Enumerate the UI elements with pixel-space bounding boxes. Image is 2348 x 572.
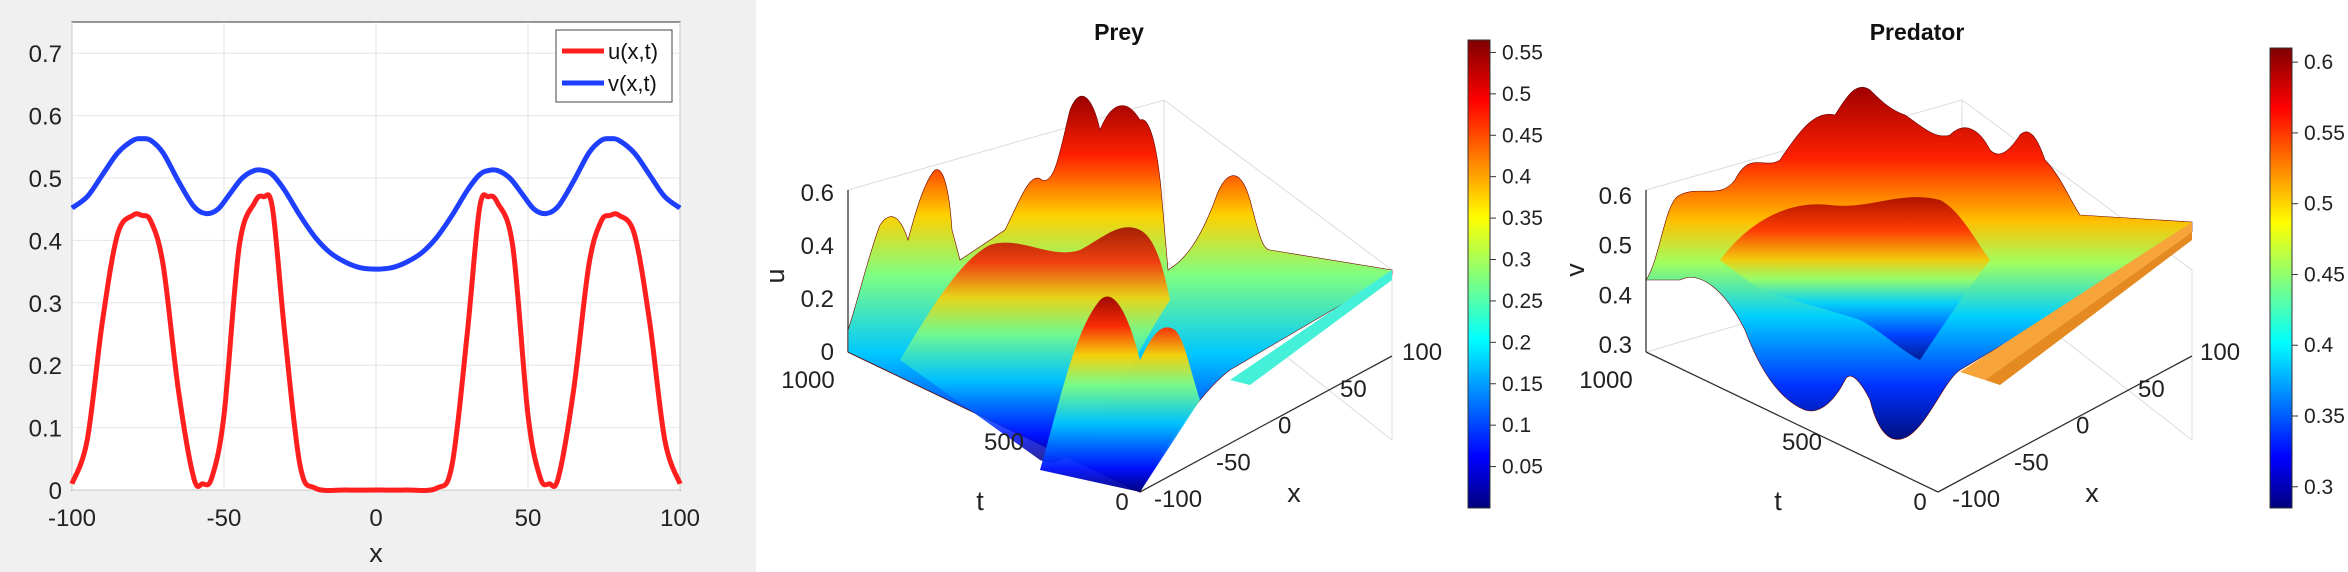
predator-z-label: v	[1560, 263, 1590, 277]
x-tick-label: -100	[1952, 486, 2000, 513]
x-tick-label: 100	[660, 505, 700, 532]
prey-t-label: t	[976, 486, 984, 516]
x-tick-label: 0	[369, 505, 382, 532]
t-tick-label: 1000	[1579, 367, 1632, 394]
predator-t-label: t	[1774, 486, 1782, 516]
colorbar-tick-label: 0.25	[1502, 290, 1543, 313]
z-tick-label: 0.3	[1599, 332, 1632, 359]
colorbar-tick-label: 0.55	[1502, 41, 1543, 64]
x-tick-label: 50	[1340, 376, 1367, 403]
prey-t-tick-labels: 0 500 1000	[781, 367, 1128, 516]
z-tick-label: 0	[821, 339, 834, 366]
y-tick-label: 0.3	[29, 291, 62, 318]
prey-colorbar-tick-labels: 0.05 0.1 0.15 0.2 0.25 0.3 0.35 0.4 0.45 0.5 0.55	[1490, 41, 1543, 479]
colorbar-tick-label: 0.3	[2304, 476, 2333, 499]
prey-title: Prey	[1094, 19, 1144, 45]
predator-colorbar-tick-labels: 0.3 0.35 0.4 0.45 0.5 0.55 0.6	[2292, 51, 2345, 499]
x-tick-label: 50	[2138, 376, 2165, 403]
z-tick-label: 0.4	[801, 233, 834, 260]
legend: u(x,t) v(x,t)	[555, 29, 673, 103]
y-tick-label: 0.1	[29, 416, 62, 443]
colorbar-tick-label: 0.4	[2304, 334, 2334, 357]
x-tick-label: -50	[1216, 449, 1251, 476]
x-tick-label: -50	[2014, 449, 2049, 476]
t-tick-label: 1000	[781, 367, 834, 394]
x-tick-label: -50	[207, 505, 242, 532]
predator-z-tick-labels: 0.3 0.4 0.5 0.6	[1599, 183, 1632, 359]
legend-v-label: v(x,t)	[608, 71, 657, 96]
colorbar-tick-label: 0.1	[1502, 414, 1531, 437]
line-chart: -100 -50 0 50 100 0 0.1 0.2 0.3 0.4 0.5 0.6 0.7 x u…	[29, 21, 700, 568]
x-tick-label: -100	[1154, 486, 1202, 513]
z-tick-label: 0.6	[1599, 183, 1632, 210]
series-lines	[69, 136, 683, 494]
legend-u-label: u(x,t)	[608, 39, 658, 64]
colorbar-tick-label: 0.05	[1502, 456, 1543, 479]
prey-z-label: u	[760, 268, 790, 283]
colorbar-tick-label: 0.45	[2304, 263, 2345, 286]
x-tick-label: 0	[2076, 413, 2089, 440]
y-tick-label: 0.5	[29, 166, 62, 193]
y-tick-label: 0.2	[29, 353, 62, 380]
predator-title: Predator	[1870, 19, 1965, 45]
x-tick-label: 50	[515, 505, 542, 532]
x-tick-label: 0	[1278, 413, 1291, 440]
prey-x-tick-labels: -100 -50 0 50 100	[1154, 339, 1442, 513]
x-tick-labels: -100 -50 0 50 100	[48, 505, 700, 532]
colorbar-tick-label: 0.55	[2304, 122, 2345, 145]
predator-colorbar	[2269, 47, 2293, 509]
series-v-line	[70, 136, 682, 272]
predator-x-tick-labels: -100 -50 0 50 100	[1952, 339, 2240, 513]
x-tick-label: -100	[48, 505, 96, 532]
colorbar-tick-label: 0.6	[2304, 51, 2333, 74]
t-tick-label: 0	[1913, 489, 1926, 516]
t-tick-label: 500	[984, 429, 1024, 456]
y-tick-label: 0.7	[29, 41, 62, 68]
colorbar-tick-label: 0.5	[1502, 83, 1531, 106]
predator-x-label: x	[2085, 478, 2099, 508]
colorbar-tick-label: 0.3	[1502, 249, 1531, 272]
colorbar-tick-label: 0.2	[1502, 331, 1531, 354]
z-tick-label: 0.6	[801, 180, 834, 207]
colorbar-tick-label: 0.45	[1502, 124, 1543, 147]
z-tick-label: 0.5	[1599, 233, 1632, 260]
series-u-line	[69, 192, 683, 494]
z-tick-label: 0.4	[1599, 282, 1632, 309]
t-tick-label: 0	[1115, 489, 1128, 516]
predator-surface	[1645, 87, 2193, 440]
y-tick-labels: 0 0.1 0.2 0.3 0.4 0.5 0.6 0.7	[29, 41, 62, 505]
x-tick-label: 100	[1402, 339, 1442, 366]
x-axis-label: x	[369, 538, 383, 568]
y-tick-label: 0.4	[29, 228, 62, 255]
y-tick-label: 0	[49, 478, 62, 505]
z-tick-label: 0.2	[801, 286, 834, 313]
predator-axes-lines	[1645, 190, 2193, 493]
colorbar-tick-label: 0.35	[2304, 405, 2345, 428]
colorbar-tick-label: 0.4	[1502, 166, 1532, 189]
colorbar-tick-label: 0.5	[2304, 193, 2333, 216]
t-tick-label: 500	[1782, 429, 1822, 456]
predator-t-tick-labels: 0 500 1000	[1579, 367, 1926, 516]
colorbar-tick-label: 0.15	[1502, 373, 1543, 396]
x-tick-label: 100	[2200, 339, 2240, 366]
prey-surface	[847, 95, 1393, 493]
prey-z-tick-labels: 0 0.2 0.4 0.6	[801, 180, 834, 366]
prey-colorbar	[1467, 39, 1491, 509]
prey-x-label: x	[1287, 478, 1301, 508]
colorbar-tick-label: 0.35	[1502, 207, 1543, 230]
legend-box	[555, 29, 673, 103]
y-tick-label: 0.6	[29, 104, 62, 131]
